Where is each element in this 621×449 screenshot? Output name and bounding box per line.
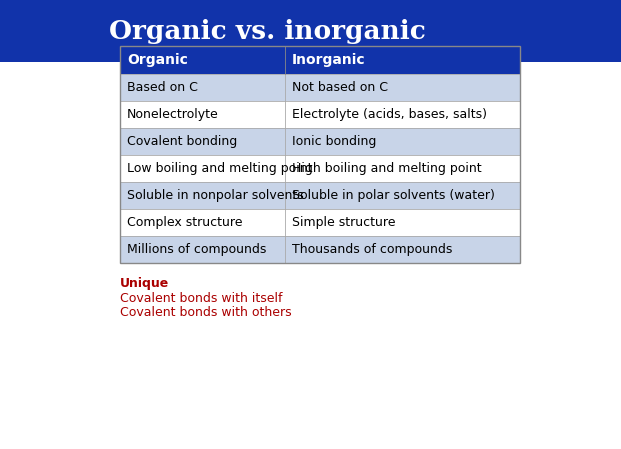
- Bar: [120, 128, 520, 155]
- Text: Not based on C: Not based on C: [292, 81, 388, 94]
- Text: Organic: Organic: [127, 53, 188, 67]
- Text: Covalent bonding: Covalent bonding: [127, 135, 237, 148]
- Bar: [120, 46, 520, 263]
- Text: Inorganic: Inorganic: [292, 53, 366, 67]
- Text: Unique: Unique: [120, 277, 170, 290]
- Bar: [120, 155, 520, 182]
- Text: Low boiling and melting point: Low boiling and melting point: [127, 162, 312, 175]
- Text: Based on C: Based on C: [127, 81, 198, 94]
- Bar: [120, 236, 520, 263]
- Text: Nonelectrolyte: Nonelectrolyte: [127, 108, 219, 121]
- Text: Organic vs. inorganic: Organic vs. inorganic: [109, 18, 425, 44]
- Text: Electrolyte (acids, bases, salts): Electrolyte (acids, bases, salts): [292, 108, 487, 121]
- Text: Soluble in polar solvents (water): Soluble in polar solvents (water): [292, 189, 495, 202]
- Text: Thousands of compounds: Thousands of compounds: [292, 243, 452, 256]
- Bar: [0, 0, 621, 62]
- Text: Covalent bonds with itself: Covalent bonds with itself: [120, 292, 283, 305]
- Text: Complex structure: Complex structure: [127, 216, 242, 229]
- Text: Simple structure: Simple structure: [292, 216, 396, 229]
- Text: Ionic bonding: Ionic bonding: [292, 135, 376, 148]
- Text: High boiling and melting point: High boiling and melting point: [292, 162, 482, 175]
- Text: Covalent bonds with others: Covalent bonds with others: [120, 306, 292, 319]
- Text: Millions of compounds: Millions of compounds: [127, 243, 266, 256]
- Text: Soluble in nonpolar solvents: Soluble in nonpolar solvents: [127, 189, 304, 202]
- Bar: [120, 74, 520, 101]
- Bar: [120, 101, 520, 128]
- Bar: [120, 46, 520, 74]
- Bar: [120, 209, 520, 236]
- Bar: [120, 182, 520, 209]
